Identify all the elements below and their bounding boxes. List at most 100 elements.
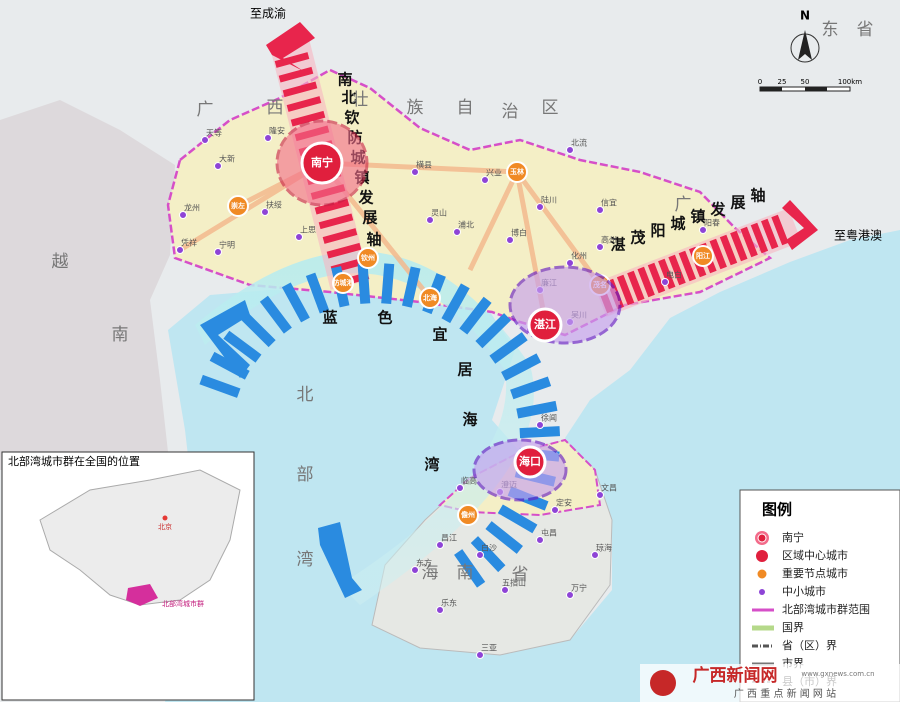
bay-bar xyxy=(240,311,276,348)
small-city-label: 浦北 xyxy=(458,220,474,230)
small-city xyxy=(596,243,604,251)
compass-needle xyxy=(798,30,812,60)
small-city xyxy=(536,203,544,211)
small-city xyxy=(566,591,574,599)
region-label: 区 xyxy=(542,98,559,118)
link xyxy=(236,160,603,287)
arrow-head xyxy=(266,22,315,72)
small-city xyxy=(214,162,222,170)
axis-bar xyxy=(637,266,655,298)
region-label: 越 xyxy=(52,252,69,272)
bay-bar xyxy=(381,263,395,305)
small-city xyxy=(436,541,444,549)
small-city xyxy=(214,248,222,256)
small-city-label: 徐闻 xyxy=(541,413,557,423)
labels: 南北钦防城镇发展轴湛茂阳城镇发展轴蓝色宜居海湾越南广西壮族自治区广东省海南省北部… xyxy=(52,6,882,659)
small-city-label: 博白 xyxy=(511,228,527,238)
axis-bar xyxy=(771,214,789,246)
axis-bar xyxy=(286,96,322,112)
bay-bar xyxy=(281,282,310,323)
axis-label: 城 xyxy=(670,215,685,233)
axis-bar xyxy=(282,81,318,98)
axis-bar xyxy=(290,110,326,127)
axis-label: 钦 xyxy=(344,109,359,127)
region-label: 海 xyxy=(422,563,439,583)
watermark-slogan: 广 西 重 点 新 闻 网 站 xyxy=(734,687,836,700)
small-city-label: 五指山 xyxy=(502,578,526,588)
node-city xyxy=(692,245,714,267)
region-label: 南 xyxy=(457,563,474,583)
small-city xyxy=(426,216,434,224)
small-city-label: 万宁 xyxy=(571,583,587,593)
axis-bar xyxy=(719,234,738,266)
node-city xyxy=(332,272,354,294)
axis-bar xyxy=(730,230,748,262)
node-city xyxy=(506,161,528,183)
axis-bar xyxy=(322,228,358,244)
axis-label: 展 xyxy=(362,209,377,227)
small-city xyxy=(453,228,461,236)
legend-symbol xyxy=(756,550,768,562)
axis-label: 茂 xyxy=(630,229,645,247)
bay-bar xyxy=(454,549,486,588)
scale-label: 25 xyxy=(778,78,787,86)
axis-bar xyxy=(761,218,779,250)
axis-bar xyxy=(278,66,314,83)
axis-bar xyxy=(668,254,686,286)
legend-symbol xyxy=(756,568,768,580)
small-city xyxy=(481,176,489,184)
bay-bar xyxy=(485,521,523,554)
axis-bar xyxy=(740,226,758,258)
small-city xyxy=(501,586,509,594)
scale-label: 100km xyxy=(838,78,862,86)
small-city-label: 高州 xyxy=(601,235,617,245)
small-city-label: 陆川 xyxy=(541,195,557,205)
small-city-label: 信宜 xyxy=(601,198,617,208)
small-city-label: 阳春 xyxy=(704,218,720,228)
scale-seg xyxy=(805,87,827,91)
small-city-label: 兴业 xyxy=(486,168,502,178)
axis-label: 镇 xyxy=(690,208,705,226)
legend-label: 北部湾城市群范围 xyxy=(782,602,870,616)
region-label: 广 xyxy=(197,100,214,120)
small-city-label: 隆安 xyxy=(269,126,285,136)
axis-bar xyxy=(750,222,769,254)
bay-bar xyxy=(357,263,371,304)
legend-symbol xyxy=(757,533,767,543)
small-city xyxy=(201,136,209,144)
small-city-label: 乐东 xyxy=(441,598,457,608)
small-city xyxy=(436,606,444,614)
region-label: 南 xyxy=(112,325,129,345)
bay-bar xyxy=(259,295,292,334)
region-label: 部 xyxy=(297,465,314,485)
scale-label: 50 xyxy=(801,78,810,86)
axis-label: 南 xyxy=(337,71,352,89)
inset-beijing-dot xyxy=(162,515,168,521)
small-city-label: 横县 xyxy=(416,160,432,170)
small-city xyxy=(661,278,669,286)
vietnam-land xyxy=(0,100,175,470)
coastal-band xyxy=(195,251,534,605)
region-label: 东 xyxy=(822,20,839,40)
inset-beijing: 北京 xyxy=(158,522,172,531)
small-city xyxy=(176,246,184,254)
bay-bar xyxy=(475,313,512,349)
axis-bar xyxy=(678,250,697,282)
small-city-label: 昌江 xyxy=(441,534,457,543)
node-city xyxy=(227,195,249,217)
axis-bar xyxy=(709,238,727,270)
legend-label: 区域中心城市 xyxy=(782,548,848,562)
node-city-label: 崇左 xyxy=(231,201,245,210)
arrow-head xyxy=(782,200,818,250)
axis-label: 湛 xyxy=(610,236,625,254)
watermark-logo xyxy=(650,670,676,696)
inset-region-label: 北部湾城市群 xyxy=(162,599,204,608)
small-city xyxy=(591,551,599,559)
axis-label: 海 xyxy=(462,411,477,429)
axis-bar xyxy=(326,242,362,259)
region-label: 自 xyxy=(457,98,474,118)
small-city xyxy=(476,551,484,559)
watermark-brand: 广西新闻网 xyxy=(693,665,778,686)
bay-bar xyxy=(223,330,262,363)
